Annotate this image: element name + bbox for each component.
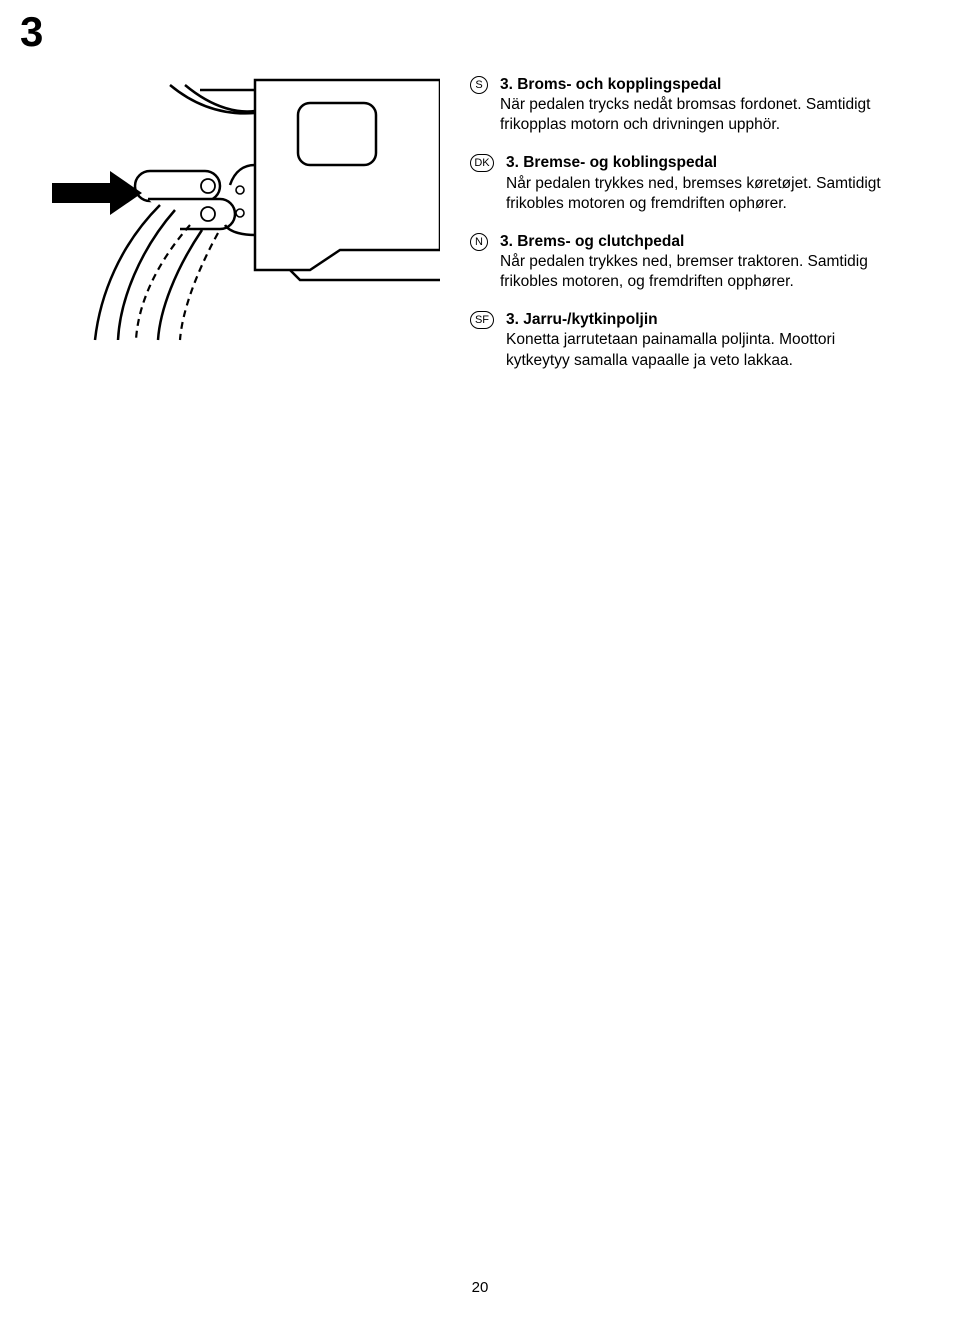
lang-badge-s: S — [470, 76, 488, 94]
lang-badge-dk: DK — [470, 154, 494, 172]
entry-title: 3. Jarru-/kytkinpoljin — [506, 311, 658, 328]
entry-body: När pedalen trycks nedåt bromsas fordone… — [500, 96, 870, 133]
section-number: 3 — [20, 8, 43, 56]
entry-body: Når pedalen trykkes ned, bremses køretøj… — [506, 175, 881, 212]
entry-n: N 3. Brems- og clutchpedal Når pedalen t… — [470, 232, 890, 292]
manual-page: 3 — [0, 0, 960, 1326]
content-row: S 3. Broms- och kopplingspedal När pedal… — [40, 75, 890, 389]
entry-sf: SF 3. Jarru-/kytkinpoljin Konetta jarrut… — [470, 310, 890, 370]
entry-s: S 3. Broms- och kopplingspedal När pedal… — [470, 75, 890, 135]
lang-badge-sf: SF — [470, 311, 494, 329]
text-column: S 3. Broms- och kopplingspedal När pedal… — [440, 75, 890, 389]
pedal-diagram — [40, 75, 440, 345]
entry-title: 3. Broms- och kopplingspedal — [500, 76, 721, 93]
entry-title: 3. Bremse- og koblingspedal — [506, 154, 717, 171]
entry-body: Når pedalen trykkes ned, bremser traktor… — [500, 253, 868, 290]
page-number: 20 — [0, 1279, 960, 1296]
lang-badge-n: N — [470, 233, 488, 251]
entry-title: 3. Brems- og clutchpedal — [500, 233, 684, 250]
entry-body: Konetta jarrutetaan painamalla poljinta.… — [506, 331, 835, 368]
entry-text: 3. Broms- och kopplingspedal När pedalen… — [500, 75, 890, 135]
entry-text: 3. Bremse- og koblingspedal Når pedalen … — [506, 153, 890, 213]
entry-text: 3. Brems- og clutchpedal Når pedalen try… — [500, 232, 890, 292]
entry-text: 3. Jarru-/kytkinpoljin Konetta jarruteta… — [506, 310, 890, 370]
entry-dk: DK 3. Bremse- og koblingspedal Når pedal… — [470, 153, 890, 213]
